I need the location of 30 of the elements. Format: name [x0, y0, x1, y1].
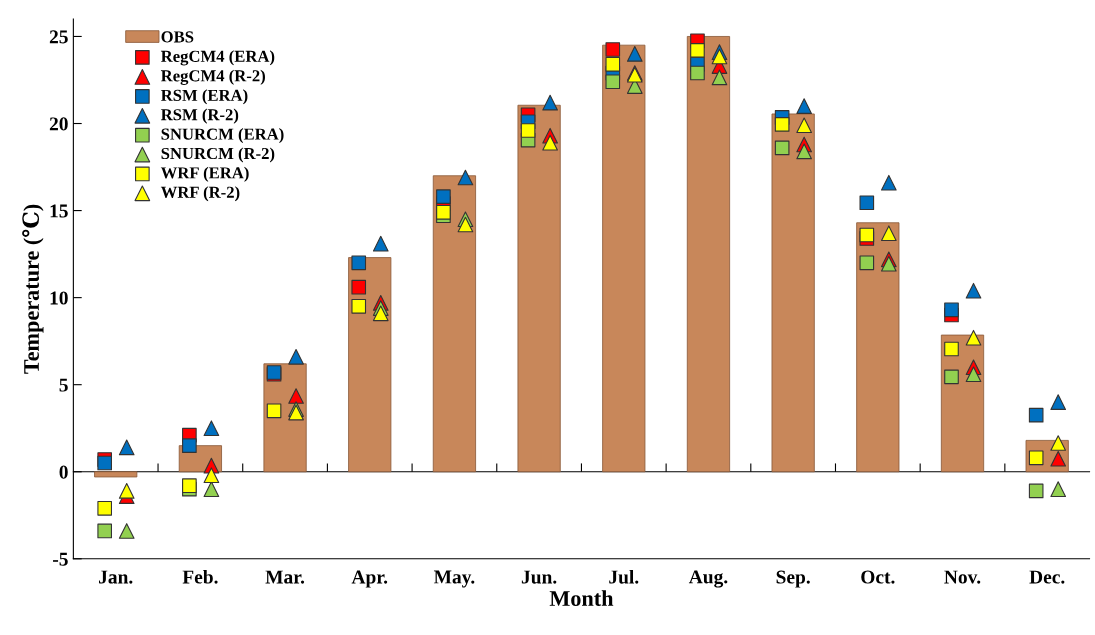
x-tick-label: Aug.	[688, 570, 728, 588]
y-tick-label: 15	[50, 204, 68, 218]
legend-label: WRF (R-2)	[160, 186, 240, 202]
x-tick-label: Mar.	[265, 570, 305, 584]
y-tick-label: -5	[53, 552, 68, 566]
y-tick-label: 0	[59, 465, 68, 479]
legend-label: RSM (ERA)	[160, 89, 248, 105]
legend-label: RSM (R-2)	[160, 108, 239, 124]
y-tick-label: 5	[59, 378, 68, 392]
legend-label: RegCM4 (R-2)	[160, 69, 265, 85]
y-axis-title: Temperature (℃)	[22, 204, 44, 374]
x-tick-label: Jun.	[521, 570, 557, 584]
x-tick-label: May.	[433, 570, 475, 588]
x-tick-label: Oct.	[861, 570, 895, 584]
x-tick-label: Feb.	[182, 569, 218, 584]
legend-label: SNURCM (R-2)	[161, 147, 275, 163]
x-axis-title: Month	[549, 590, 614, 606]
legend-label: RegCM4 (ERA)	[160, 50, 275, 66]
legend-label: SNURCM (ERA)	[161, 127, 284, 144]
x-tick-label: Nov.	[944, 570, 981, 584]
x-tick-label: Apr.	[351, 570, 388, 588]
y-tick-label: 10	[50, 291, 68, 305]
x-tick-label: Jul.	[609, 569, 639, 584]
x-tick-label: Jan.	[99, 570, 133, 584]
y-tick-label: 25	[49, 30, 68, 44]
x-tick-label: Dec.	[1029, 570, 1065, 584]
legend-label: WRF (ERA)	[160, 166, 249, 182]
legend-label: OBS	[161, 31, 194, 43]
x-tick-label: Sep.	[776, 570, 810, 588]
y-tick-label: 20	[49, 117, 68, 131]
